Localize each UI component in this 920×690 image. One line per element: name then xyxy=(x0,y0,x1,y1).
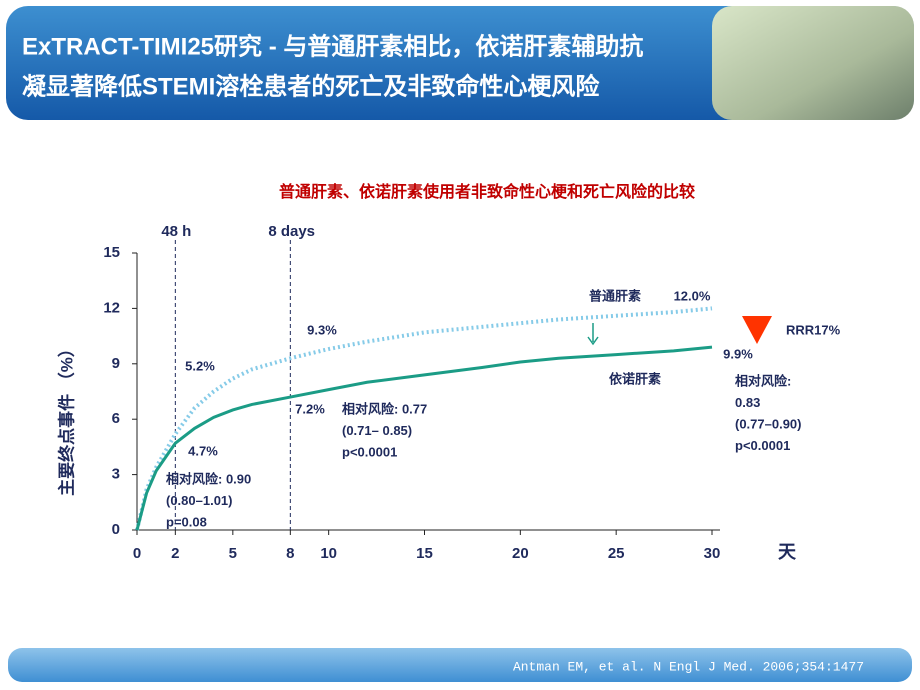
x-tick-label: 25 xyxy=(608,545,625,562)
rrr-marker xyxy=(742,316,772,344)
slide-title: ExTRACT-TIMI25研究 - 与普通肝素相比，依诺肝素辅助抗 xyxy=(22,32,643,60)
x-tick-label: 0 xyxy=(133,545,141,562)
y-axis-label: 主要终点事件 （%） xyxy=(56,340,76,496)
data-label: 12.0% xyxy=(674,288,711,303)
annotation: (0.71– 0.85) xyxy=(342,423,412,438)
annotation: RRR17% xyxy=(786,322,841,337)
slide-title: 凝显著降低STEMI溶栓患者的死亡及非致命性心梗风险 xyxy=(22,72,600,100)
data-label: 4.7% xyxy=(188,443,218,458)
y-tick-label: 0 xyxy=(112,521,120,538)
series-line xyxy=(135,345,713,531)
annotation: (0.80–1.01) xyxy=(166,493,233,508)
annotation: 相对风险: 0.77 xyxy=(342,401,427,416)
reference-label: 48 h xyxy=(161,223,191,240)
chart-title: 普通肝素、依诺肝素使用者非致命性心梗和死亡风险的比较 xyxy=(279,182,695,201)
series-label: 普通肝素 xyxy=(589,288,641,303)
x-tick-label: 20 xyxy=(512,545,529,562)
citation: Antman EM, et al. N Engl J Med. 2006;354… xyxy=(513,659,864,674)
annotation: 0.83 xyxy=(735,395,760,410)
y-tick-label: 12 xyxy=(103,299,120,316)
reference-label: 8 days xyxy=(268,223,315,240)
annotation: p<0.0001 xyxy=(342,444,397,459)
x-axis-label: 天 xyxy=(778,542,797,562)
y-tick-label: 9 xyxy=(112,355,120,372)
annotation: p<0.0001 xyxy=(735,438,790,453)
footer-band xyxy=(8,648,912,682)
header-image xyxy=(712,6,914,120)
x-tick-label: 5 xyxy=(229,545,237,562)
data-label: 9.3% xyxy=(307,322,337,337)
annotation: (0.77–0.90) xyxy=(735,416,802,431)
x-tick-label: 30 xyxy=(704,545,721,562)
y-tick-label: 3 xyxy=(112,466,120,483)
x-tick-label: 2 xyxy=(171,545,179,562)
y-tick-label: 15 xyxy=(103,244,120,261)
data-label: 7.2% xyxy=(295,401,325,416)
annotation: 相对风险: xyxy=(735,373,791,388)
x-tick-label: 15 xyxy=(416,545,433,562)
data-label: 5.2% xyxy=(185,358,215,373)
series-label: 依诺肝素 xyxy=(609,371,661,386)
x-tick-label: 8 xyxy=(286,545,294,562)
data-label: 9.9% xyxy=(723,346,753,361)
annotation: 相对风险: 0.90 xyxy=(166,471,251,486)
header-band xyxy=(6,6,914,120)
series-line xyxy=(135,306,713,531)
label-arrow xyxy=(587,323,599,346)
x-tick-label: 10 xyxy=(320,545,337,562)
annotation: p=0.08 xyxy=(166,514,207,529)
y-tick-label: 6 xyxy=(112,410,120,427)
